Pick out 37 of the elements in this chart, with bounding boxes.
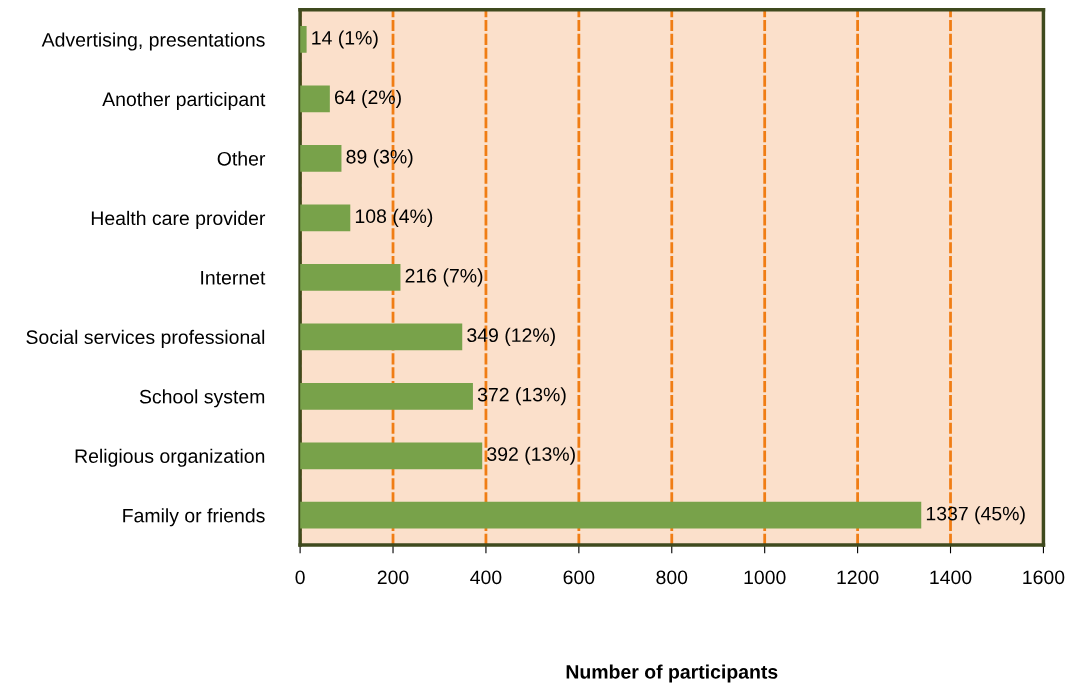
bar bbox=[300, 145, 342, 172]
x-axis-title: Number of participants bbox=[566, 664, 778, 683]
bar bbox=[300, 263, 401, 291]
x-tick-label: 200 bbox=[377, 570, 409, 585]
data-label: 372 (13%) bbox=[477, 387, 566, 406]
bar bbox=[300, 442, 483, 470]
y-tick-label: Another participant bbox=[102, 91, 266, 111]
y-tick-label: Religious organization bbox=[75, 448, 265, 467]
data-label: 14 (1%) bbox=[312, 30, 378, 49]
bar bbox=[300, 204, 351, 232]
x-tick-label: 800 bbox=[656, 570, 688, 585]
y-tick-label: Health care provider bbox=[91, 210, 266, 229]
x-tick-label: 400 bbox=[470, 570, 502, 585]
y-tick-label: Advertising, presentations bbox=[41, 32, 265, 51]
data-label: 216 (7%) bbox=[405, 268, 483, 287]
data-label: 1337 (45%) bbox=[926, 506, 1025, 525]
bar bbox=[300, 85, 330, 113]
y-tick-label: Social services professional bbox=[26, 329, 265, 348]
data-label: 89 (3%) bbox=[346, 149, 413, 168]
x-tick-label: 1000 bbox=[744, 570, 786, 585]
data-label: 392 (13%) bbox=[487, 446, 575, 465]
y-tick-label: Other bbox=[217, 151, 266, 166]
bar bbox=[300, 323, 463, 351]
bar bbox=[300, 382, 473, 410]
x-tick-label: 1400 bbox=[930, 570, 972, 585]
data-label: 349 (12%) bbox=[467, 327, 555, 346]
x-tick-label: 1200 bbox=[837, 570, 879, 585]
data-label: 108 (4%) bbox=[355, 208, 433, 227]
bar bbox=[300, 26, 307, 53]
x-tick-label: 1600 bbox=[1023, 570, 1065, 585]
y-tick-label: Family or friends bbox=[123, 508, 265, 527]
x-tick-label: 0 bbox=[295, 570, 305, 585]
bar bbox=[300, 501, 922, 529]
data-label: 64 (2%) bbox=[335, 89, 401, 108]
y-tick-label: School system bbox=[139, 389, 265, 408]
x-tick-label: 600 bbox=[563, 570, 595, 585]
y-tick-label: Internet bbox=[201, 271, 266, 285]
